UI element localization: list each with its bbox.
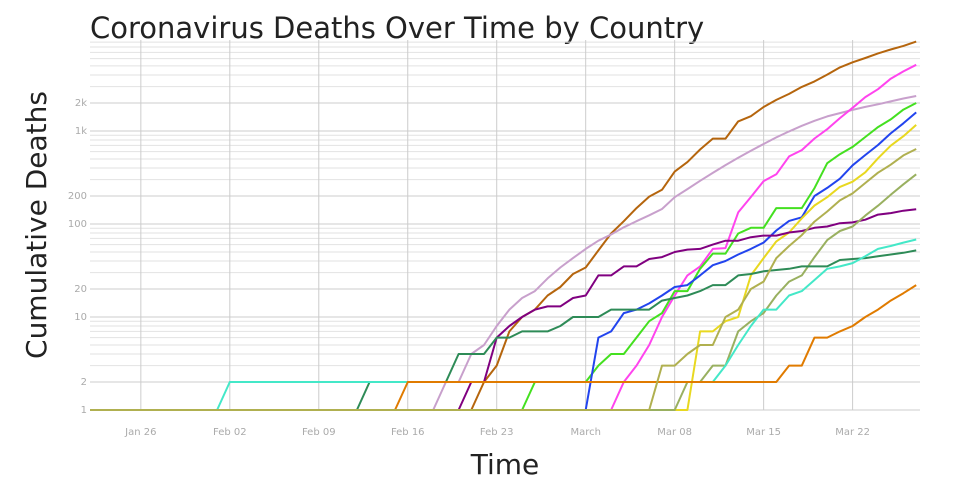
series-line — [90, 148, 917, 411]
y-tick-label: 200 — [68, 191, 87, 202]
series-line — [90, 40, 917, 411]
series-line — [90, 102, 917, 411]
x-tick-label: Mar 15 — [746, 427, 781, 438]
x-tick-label: Mar 22 — [835, 427, 870, 438]
x-tick-label: Jan 26 — [124, 427, 156, 438]
y-tick-label: 100 — [68, 219, 87, 230]
x-tick-label: Feb 23 — [480, 427, 514, 438]
x-tick-label: Mar 08 — [657, 427, 692, 438]
y-tick-label: 20 — [74, 284, 87, 295]
x-axis-label: Time — [470, 448, 540, 481]
series-line — [90, 238, 917, 411]
x-tick-label: Feb 02 — [213, 427, 247, 438]
y-tick-label: 2 — [81, 377, 87, 388]
series-line — [90, 249, 917, 411]
y-tick-label: 1k — [75, 126, 87, 137]
y-tick-label: 1 — [81, 405, 87, 416]
series-line — [90, 208, 917, 411]
series-line — [90, 63, 917, 411]
series-line — [90, 173, 917, 411]
x-tick-label: March — [570, 427, 600, 438]
x-tick-label: Feb 16 — [391, 427, 425, 438]
lines — [90, 40, 917, 411]
x-tick-label: Feb 09 — [302, 427, 336, 438]
y-tick-label: 10 — [74, 312, 87, 323]
y-axis-label: Cumulative Deaths — [20, 91, 53, 359]
chart-title: Coronavirus Deaths Over Time by Country — [90, 11, 704, 45]
y-tick-label: 2k — [75, 98, 87, 109]
series-line — [90, 95, 917, 411]
